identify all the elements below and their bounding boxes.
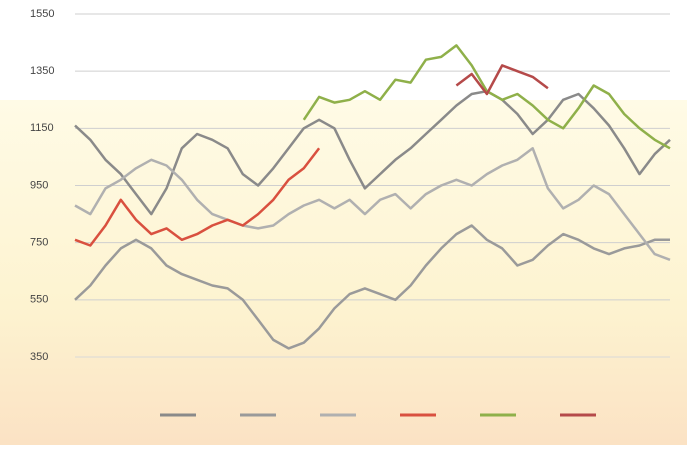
plot-background <box>0 100 687 445</box>
series-line <box>74 147 321 247</box>
series-line <box>455 64 549 96</box>
y-tick-label: 1150 <box>30 122 54 134</box>
y-tick-label: 1550 <box>30 8 54 20</box>
y-tick-label: 950 <box>30 179 48 191</box>
series-line <box>302 44 671 150</box>
y-tick-label: 350 <box>30 351 48 363</box>
series-line <box>74 224 670 350</box>
series-line <box>74 147 671 261</box>
y-tick-label: 750 <box>30 237 48 249</box>
y-tick-label: 550 <box>30 294 48 306</box>
y-tick-label: 1350 <box>30 65 54 77</box>
series-line <box>74 89 671 216</box>
